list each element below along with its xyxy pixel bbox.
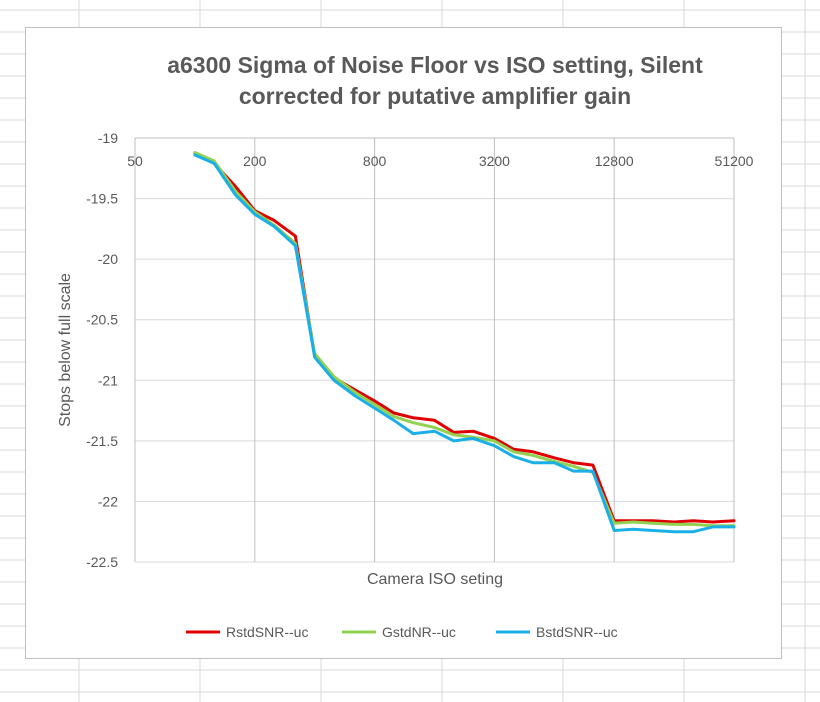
y-tick-label: -22.5 <box>86 554 118 570</box>
x-axis: 50 200 800 3200 12800 51200 <box>127 137 754 562</box>
x-tick-label: 800 <box>363 153 387 169</box>
chart-subtitle: corrected for putative amplifier gain <box>238 83 632 109</box>
y-tick-label: -19 <box>98 130 118 146</box>
y-axis-title: Stops below full scale <box>57 273 74 427</box>
legend: RstdSNR--uc GstdNR--uc BstdSNR--uc <box>186 624 618 640</box>
series-line-2 <box>193 153 736 534</box>
x-tick-label: 50 <box>127 153 143 169</box>
y-tick-label: -21 <box>98 372 118 388</box>
y-tick-label: -20.5 <box>86 312 118 328</box>
y-tick-label: -21.5 <box>86 433 118 449</box>
legend-label-2: BstdSNR--uc <box>536 624 618 640</box>
x-tick-label: 200 <box>243 153 267 169</box>
y-tick-label: -20 <box>98 251 118 267</box>
chart-title: a6300 Sigma of Noise Floor vs ISO settin… <box>25 50 820 112</box>
x-tick-label: 12800 <box>595 153 634 169</box>
series-line-1 <box>193 151 736 528</box>
x-tick-label: 3200 <box>479 153 510 169</box>
legend-label-1: GstdNR--uc <box>382 624 456 640</box>
chart-area[interactable] <box>25 27 782 659</box>
chart-title-line1: a6300 Sigma of Noise Floor vs ISO settin… <box>167 52 703 78</box>
series-group <box>193 151 736 534</box>
series-line-0 <box>193 152 736 524</box>
y-gridlines <box>135 137 734 563</box>
y-tick-label: -22 <box>98 493 118 509</box>
y-axis: -19 -19.5 -20 -20.5 -21 -21.5 -22 -22.5 <box>86 130 118 570</box>
legend-label-0: RstdSNR--uc <box>226 624 308 640</box>
x-tick-label: 51200 <box>715 153 754 169</box>
y-tick-label: -19.5 <box>86 191 118 207</box>
x-axis-title: Camera ISO seting <box>367 571 503 588</box>
